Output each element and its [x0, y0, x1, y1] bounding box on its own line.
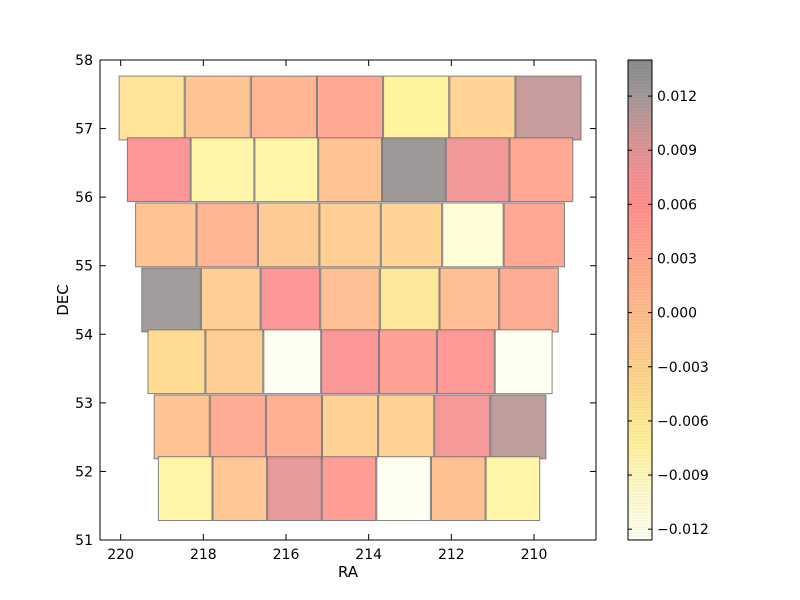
- tile-r4-c4: [379, 329, 437, 395]
- tile-r1-c0: [126, 137, 191, 203]
- tile-r6-c3: [321, 456, 377, 522]
- y-axis: 51 52 53 54 55 56 57 58: [75, 53, 596, 549]
- tile-r3-c3: [320, 267, 380, 333]
- tile-r5-c3: [322, 394, 379, 460]
- y-tick-label: 52: [75, 464, 93, 480]
- tile-r0-c6: [515, 75, 582, 141]
- x-tick-label: 218: [190, 547, 217, 563]
- x-tick-label: 216: [273, 547, 300, 563]
- colorbar-tick-label: 0.003: [657, 251, 697, 267]
- colorbar-tick-label: 0.006: [657, 197, 697, 213]
- y-tick-label: 57: [75, 122, 93, 138]
- tile-r6-c1: [212, 456, 268, 522]
- y-tick-label: 55: [75, 259, 93, 275]
- tile-r6-c0: [157, 456, 213, 522]
- tile-r4-c3: [321, 329, 380, 395]
- tile-r5-c1: [209, 394, 266, 460]
- colorbar-tick-label: −0.012: [657, 522, 709, 538]
- tile-r2-c0: [135, 202, 197, 268]
- tile-r5-c6: [490, 394, 547, 460]
- tile-r5-c5: [434, 394, 491, 460]
- x-tick-label: 220: [107, 547, 134, 563]
- y-tick-label: 56: [75, 190, 93, 206]
- tile-r3-c2: [260, 267, 321, 333]
- colorbar-frame: [627, 59, 653, 541]
- tile-r1-c2: [254, 137, 319, 203]
- y-tick-label: 51: [75, 533, 93, 549]
- tile-r0-c0: [118, 75, 185, 141]
- tile-r1-c6: [509, 137, 574, 203]
- tile-r1-c1: [190, 137, 255, 203]
- x-axis-label: RA: [338, 563, 359, 581]
- tile-r5-c4: [378, 394, 435, 460]
- y-tick-label: 54: [75, 327, 93, 343]
- tile-r2-c2: [258, 202, 320, 268]
- tile-r6-c6: [485, 456, 541, 522]
- tile-r0-c3: [317, 75, 384, 141]
- tile-r6-c2: [267, 456, 322, 522]
- y-tick-label: 58: [75, 53, 93, 69]
- tile-r4-c1: [205, 329, 264, 395]
- tile-r0-c4: [383, 75, 450, 141]
- tile-r3-c5: [439, 267, 500, 333]
- tile-r4-c2: [263, 329, 322, 395]
- tile-r3-c6: [499, 267, 559, 333]
- x-axis: 220 218 216 214 212 210: [107, 60, 547, 563]
- colorbar-tick-label: −0.003: [657, 360, 709, 376]
- tile-r1-c4: [382, 137, 446, 203]
- tile-r5-c0: [153, 394, 210, 460]
- colorbar-fill: [628, 60, 652, 540]
- colorbar-ticks: 0.012 0.009 0.006 0.003 0.000 −0.003 −0.006 −0.…: [628, 89, 709, 538]
- tiles-layer: [118, 75, 582, 522]
- colorbar-tick-label: 0.000: [657, 306, 697, 322]
- colorbar-tick-label: −0.009: [657, 468, 709, 484]
- plot-frame: [99, 59, 597, 541]
- tile-r2-c3: [319, 202, 381, 268]
- tile-r4-c6: [494, 329, 553, 395]
- tile-r6-c5: [431, 456, 486, 522]
- tile-r0-c1: [184, 75, 251, 141]
- x-tick-label: 210: [521, 547, 548, 563]
- colorbar-stripes: [628, 61, 652, 540]
- tile-r4-c5: [436, 329, 495, 395]
- tile-r1-c5: [445, 137, 510, 203]
- tile-r3-c4: [379, 267, 440, 333]
- y-axis-label: DEC: [54, 284, 72, 316]
- tile-r0-c5: [449, 75, 516, 141]
- x-tick-label: 212: [438, 547, 465, 563]
- tile-r2-c6: [503, 202, 566, 268]
- tile-r2-c4: [380, 202, 443, 268]
- colorbar-tick-label: 0.009: [657, 143, 697, 159]
- tile-r3-c0: [141, 267, 201, 333]
- tile-r6-c4: [376, 456, 431, 522]
- y-tick-label: 53: [75, 396, 93, 412]
- colorbar-tick-label: 0.012: [657, 89, 697, 105]
- tile-r2-c5: [442, 202, 504, 268]
- colorbar-tick-label: −0.006: [657, 414, 709, 430]
- colorbar: 0.012 0.009 0.006 0.003 0.000 −0.003 −0.006 −0.…: [627, 59, 709, 541]
- tile-r2-c1: [196, 202, 258, 268]
- tile-r1-c3: [318, 137, 383, 203]
- tile-r0-c2: [250, 75, 317, 141]
- tile-r5-c2: [265, 394, 322, 460]
- x-tick-label: 214: [355, 547, 382, 563]
- tile-r3-c1: [201, 267, 261, 333]
- tile-r4-c0: [147, 329, 206, 395]
